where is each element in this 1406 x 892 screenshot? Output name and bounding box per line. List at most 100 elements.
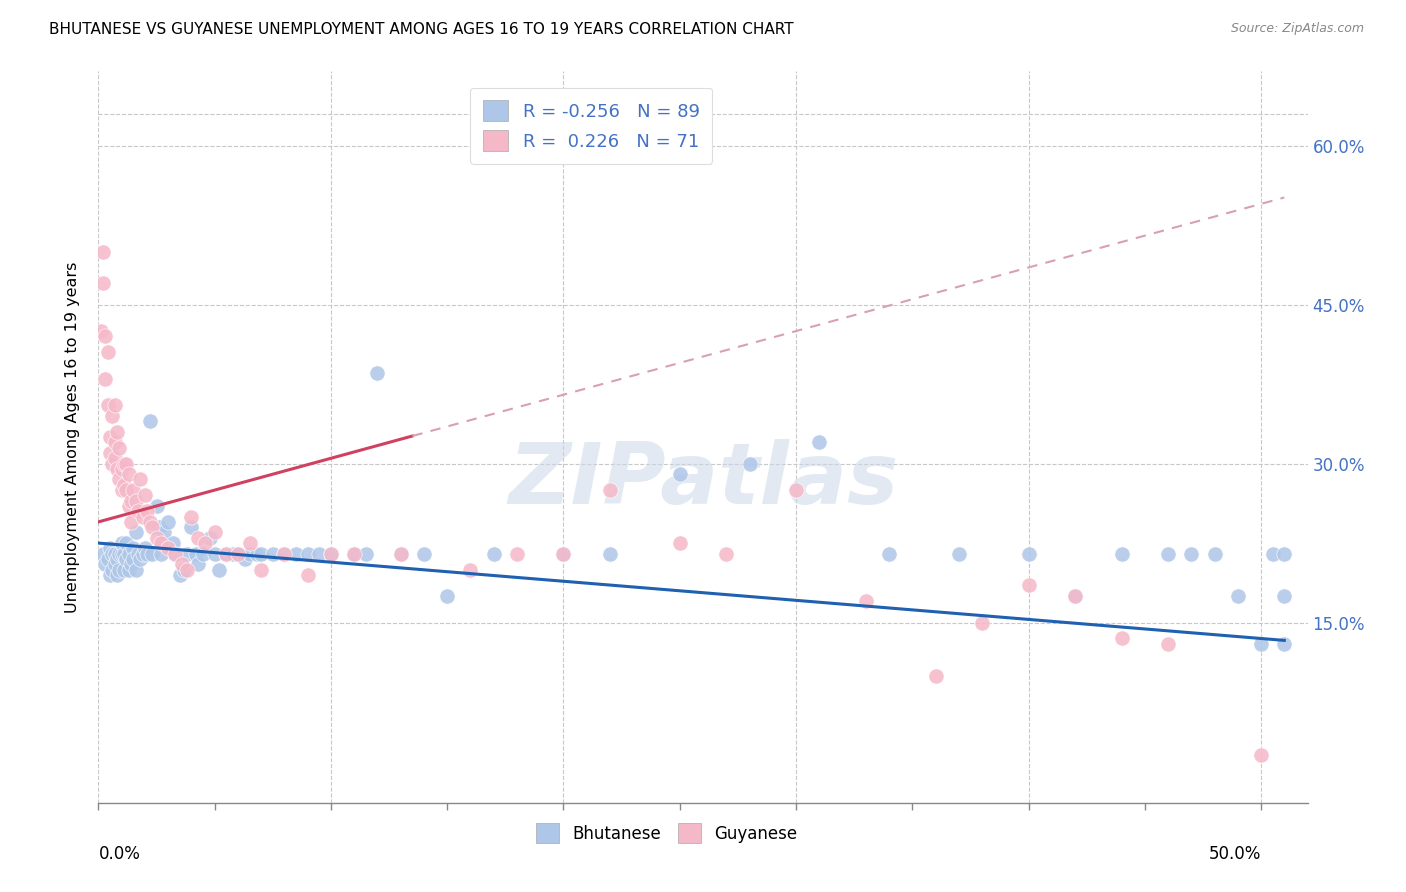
Point: [273, 547, 295, 561]
Point: [118, 467, 141, 482]
Point: [120, 558, 142, 572]
Point: [204, 525, 226, 540]
Point: [118, 547, 141, 561]
Point: [482, 547, 505, 561]
Point: [215, 547, 238, 561]
Point: [187, 558, 209, 572]
Point: [389, 547, 412, 561]
Point: [112, 477, 135, 491]
Point: [250, 547, 273, 561]
Point: [226, 547, 249, 561]
Point: [111, 462, 134, 476]
Point: [111, 536, 134, 550]
Point: [436, 589, 458, 603]
Point: [101, 563, 124, 577]
Point: [599, 483, 621, 497]
Point: [127, 547, 149, 561]
Point: [187, 531, 209, 545]
Point: [1204, 547, 1226, 561]
Point: [111, 483, 134, 497]
Point: [1272, 637, 1295, 651]
Point: [239, 547, 262, 561]
Point: [169, 567, 191, 582]
Point: [94, 372, 117, 386]
Point: [1111, 547, 1133, 561]
Point: [506, 547, 529, 561]
Point: [250, 563, 273, 577]
Point: [172, 558, 194, 572]
Point: [1250, 637, 1272, 651]
Point: [668, 467, 690, 482]
Point: [1018, 578, 1040, 592]
Point: [91, 277, 114, 291]
Point: [98, 541, 121, 556]
Point: [198, 531, 221, 545]
Point: [319, 547, 342, 561]
Point: [553, 547, 575, 561]
Point: [115, 457, 138, 471]
Point: [108, 547, 131, 561]
Point: [145, 531, 167, 545]
Point: [134, 541, 156, 556]
Point: [122, 483, 145, 497]
Point: [165, 547, 187, 561]
Point: [98, 567, 121, 582]
Point: [176, 547, 198, 561]
Point: [668, 536, 690, 550]
Point: [105, 462, 128, 476]
Point: [136, 504, 159, 518]
Point: [1272, 589, 1295, 603]
Point: [101, 547, 124, 561]
Point: [1226, 589, 1249, 603]
Point: [1261, 547, 1284, 561]
Point: [104, 558, 127, 572]
Point: [343, 547, 366, 561]
Point: [1064, 589, 1087, 603]
Point: [97, 345, 120, 359]
Point: [924, 668, 946, 682]
Point: [108, 473, 131, 487]
Point: [127, 504, 149, 518]
Point: [131, 547, 153, 561]
Point: [738, 457, 761, 471]
Point: [138, 515, 160, 529]
Point: [108, 441, 131, 455]
Point: [98, 446, 121, 460]
Point: [120, 515, 142, 529]
Point: [122, 552, 145, 566]
Point: [716, 547, 738, 561]
Point: [173, 563, 195, 577]
Point: [97, 398, 120, 412]
Point: [808, 435, 831, 450]
Point: [115, 536, 138, 550]
Point: [105, 425, 128, 439]
Point: [129, 473, 152, 487]
Point: [308, 547, 330, 561]
Point: [208, 563, 231, 577]
Point: [138, 414, 160, 428]
Point: [204, 547, 226, 561]
Point: [1272, 547, 1295, 561]
Point: [262, 547, 284, 561]
Point: [970, 615, 993, 630]
Point: [105, 567, 128, 582]
Point: [120, 493, 142, 508]
Point: [111, 547, 134, 561]
Point: [1018, 547, 1040, 561]
Point: [599, 547, 621, 561]
Point: [1157, 637, 1180, 651]
Point: [176, 563, 198, 577]
Text: 50.0%: 50.0%: [1209, 846, 1261, 863]
Point: [91, 547, 114, 561]
Point: [239, 536, 262, 550]
Point: [157, 515, 180, 529]
Point: [233, 552, 256, 566]
Text: ZIPatlas: ZIPatlas: [508, 440, 898, 523]
Point: [129, 552, 152, 566]
Point: [1064, 589, 1087, 603]
Point: [134, 488, 156, 502]
Point: [1157, 547, 1180, 561]
Point: [141, 520, 163, 534]
Y-axis label: Unemployment Among Ages 16 to 19 years: Unemployment Among Ages 16 to 19 years: [65, 261, 80, 613]
Point: [354, 547, 377, 561]
